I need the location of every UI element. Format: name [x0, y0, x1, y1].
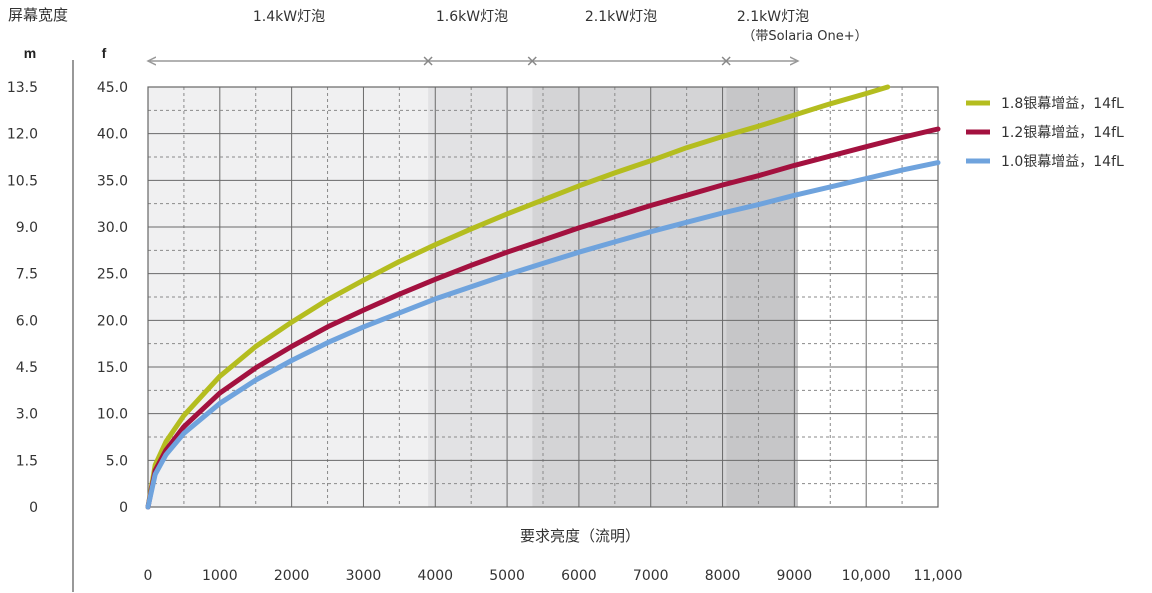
y-tick-label-meters: 6.0 — [16, 313, 38, 329]
screen-width-label: 屏幕宽度 — [8, 6, 68, 24]
legend-label: 1.0银幕增益，14fL — [1001, 154, 1124, 170]
lamp-range-label: 2.1kW灯泡 — [737, 9, 809, 25]
x-tick-label: 11,000 — [914, 568, 963, 584]
y-tick-label-meters: 9.0 — [16, 220, 38, 236]
y-tick-label-meters: 12.0 — [7, 127, 38, 143]
lamp-range-sublabel: （带Solaria One+） — [742, 29, 867, 44]
y-tick-label-feet: 40.0 — [97, 127, 128, 143]
y-tick-label-meters: 7.5 — [16, 267, 38, 283]
y-axis-ticks: 0 5.0 10.0 15.0 20.0 25.0 30.0 35.0 40.0 45.0 0 1.5… — [7, 80, 128, 516]
y-tick-label-feet: 10.0 — [97, 407, 128, 423]
unit-meters-label: m — [24, 45, 36, 61]
x-tick-label: 9000 — [777, 568, 813, 584]
unit-feet-label: f — [102, 45, 107, 61]
series-lines — [145, 84, 941, 510]
y-tick-label-meters: 3.0 — [16, 407, 38, 423]
y-tick-label-meters: 10.5 — [7, 173, 38, 189]
y-tick-label-meters: 0 — [29, 500, 38, 516]
series-line-2 — [145, 126, 941, 510]
y-tick-label-feet: 45.0 — [97, 80, 128, 96]
lamp-range-labels: 1.4kW灯泡 1.6kW灯泡 2.1kW灯泡 2.1kW灯泡 （带Solaria On… — [148, 9, 868, 65]
y-tick-label-meters: 1.5 — [16, 453, 38, 469]
y-tick-label-feet: 35.0 — [97, 173, 128, 189]
y-tick-label-feet: 15.0 — [97, 360, 128, 376]
y-tick-label-feet: 25.0 — [97, 267, 128, 283]
x-tick-label: 7000 — [633, 568, 669, 584]
lamp-range-divider-mark — [527, 56, 537, 66]
x-tick-label: 0 — [144, 568, 153, 584]
lamp-range-label: 1.4kW灯泡 — [253, 9, 325, 25]
x-tick-label: 5000 — [489, 568, 525, 584]
x-axis-ticks: 0 1000 2000 3000 4000 5000 6000 7000 8000 9000 10,… — [144, 568, 963, 584]
x-tick-label: 1000 — [202, 568, 238, 584]
x-tick-label: 8000 — [705, 568, 741, 584]
x-axis-title: 要求亮度（流明） — [520, 527, 640, 545]
lamp-range-divider-mark — [721, 56, 731, 66]
series-line-3 — [145, 160, 941, 510]
lamp-range-label: 2.1kW灯泡 — [585, 9, 657, 25]
y-tick-label-meters: 13.5 — [7, 80, 38, 96]
y-tick-label-feet: 0 — [119, 500, 128, 516]
y-tick-label-feet: 5.0 — [106, 453, 128, 469]
x-tick-label: 3000 — [346, 568, 382, 584]
x-tick-label: 4000 — [417, 568, 453, 584]
legend-label: 1.8银幕增益，14fL — [1001, 96, 1124, 112]
lamp-range-label: 1.6kW灯泡 — [436, 9, 508, 25]
lamp-range-divider-mark — [423, 56, 433, 66]
series-line-1 — [145, 84, 891, 510]
x-tick-label: 10,000 — [842, 568, 891, 584]
y-tick-label-feet: 30.0 — [97, 220, 128, 236]
y-tick-label-meters: 4.5 — [16, 360, 38, 376]
y-tick-label-feet: 20.0 — [97, 313, 128, 329]
x-tick-label: 2000 — [274, 568, 310, 584]
legend: 1.8银幕增益，14fL 1.2银幕增益，14fL 1.0银幕增益，14fL — [966, 96, 1124, 170]
plot-frame — [147, 86, 939, 508]
x-tick-label: 6000 — [561, 568, 597, 584]
legend-label: 1.2银幕增益，14fL — [1001, 125, 1124, 141]
